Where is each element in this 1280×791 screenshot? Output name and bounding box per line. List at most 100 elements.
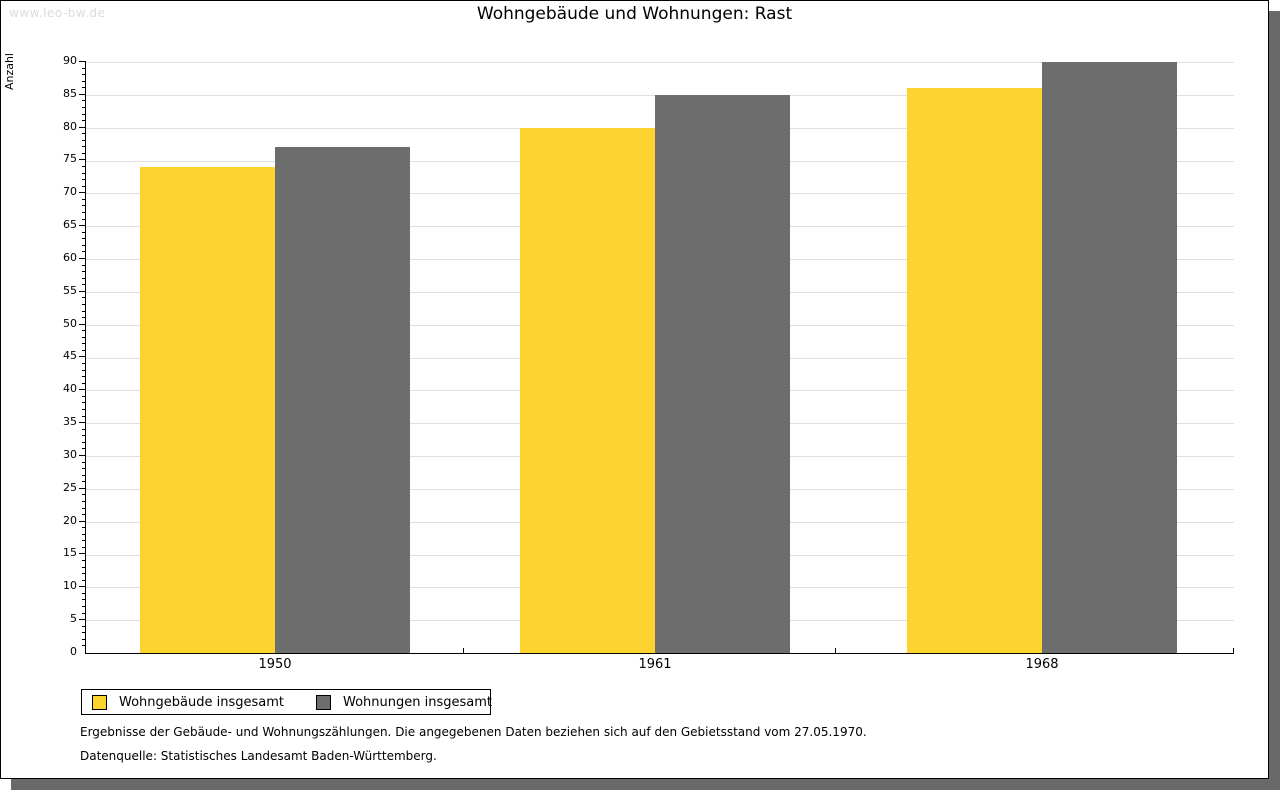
y-minor-tick [82, 429, 86, 430]
legend-label-wohnungen: Wohnungen insgesamt [343, 694, 492, 710]
y-minor-tick [82, 402, 86, 403]
bar-wohnungen [1042, 62, 1177, 653]
y-major-tick [79, 192, 86, 193]
y-minor-tick [82, 494, 86, 495]
y-major-tick [79, 159, 86, 160]
y-minor-tick [82, 284, 86, 285]
y-minor-tick [82, 219, 86, 220]
y-minor-tick [82, 534, 86, 535]
y-tick-label: 20 [63, 514, 77, 527]
y-minor-tick [82, 304, 86, 305]
y-minor-tick [82, 540, 86, 541]
y-minor-tick [82, 173, 86, 174]
y-major-tick [79, 521, 86, 522]
y-minor-tick [82, 508, 86, 509]
y-major-tick [79, 455, 86, 456]
y-minor-tick [82, 632, 86, 633]
y-tick-label: 30 [63, 448, 77, 461]
y-minor-tick [82, 265, 86, 266]
y-tick-label: 65 [63, 218, 77, 231]
gridline-h [86, 62, 1234, 63]
y-minor-tick [82, 87, 86, 88]
plot-area: 1950 1961 1968 0 5 10 15 20 25 30 35 40 45 50 55 60 65 70… [63, 54, 1234, 672]
y-minor-tick [82, 317, 86, 318]
y-tick-label: 80 [63, 120, 77, 133]
y-minor-tick [82, 81, 86, 82]
y-minor-tick [82, 350, 86, 351]
x-boundary-tick [1233, 648, 1234, 653]
x-tick-label: 1961 [638, 657, 672, 672]
x-tick-label: 1968 [1025, 657, 1059, 672]
y-major-tick [79, 94, 86, 95]
y-major-tick [79, 324, 86, 325]
y-major-tick [79, 389, 86, 390]
y-minor-tick [82, 238, 86, 239]
y-minor-tick [82, 179, 86, 180]
y-tick-label: 35 [63, 415, 77, 428]
y-major-tick [79, 422, 86, 423]
y-minor-tick [82, 376, 86, 377]
y-minor-tick [82, 343, 86, 344]
y-minor-tick [82, 599, 86, 600]
y-minor-tick [82, 383, 86, 384]
y-minor-tick [82, 199, 86, 200]
y-minor-tick [82, 416, 86, 417]
y-major-tick [79, 127, 86, 128]
legend-swatch-wohnungen [316, 694, 331, 710]
y-minor-tick [82, 311, 86, 312]
y-minor-tick [82, 613, 86, 614]
y-major-tick [79, 553, 86, 554]
y-minor-tick [82, 462, 86, 463]
y-tick-label: 0 [70, 645, 77, 658]
y-major-tick [79, 61, 86, 62]
y-tick-label: 5 [70, 612, 77, 625]
y-minor-tick [82, 245, 86, 246]
y-tick-label: 25 [63, 481, 77, 494]
y-minor-tick [82, 186, 86, 187]
y-tick-label: 55 [63, 284, 77, 297]
y-minor-tick [82, 580, 86, 581]
chart-frame: www.leo-bw.de Wohngebäude und Wohnungen:… [0, 0, 1269, 779]
y-minor-tick [82, 232, 86, 233]
y-minor-tick [82, 527, 86, 528]
y-tick-label: 45 [63, 349, 77, 362]
y-minor-tick [82, 133, 86, 134]
y-minor-tick [82, 107, 86, 108]
bar-wohnungen [275, 147, 410, 653]
y-minor-tick [82, 626, 86, 627]
y-minor-tick [82, 146, 86, 147]
y-minor-tick [82, 363, 86, 364]
y-minor-tick [82, 442, 86, 443]
y-major-tick [79, 291, 86, 292]
y-major-tick [79, 586, 86, 587]
bar-wohngebaeude [907, 88, 1042, 653]
y-major-tick [79, 619, 86, 620]
legend: Wohngebäude insgesamt Wohnungen insgesam… [81, 689, 492, 715]
y-minor-tick [82, 481, 86, 482]
x-boundary-tick [835, 648, 836, 653]
y-minor-tick [82, 212, 86, 213]
y-tick-label: 85 [63, 87, 77, 100]
y-minor-tick [82, 435, 86, 436]
y-minor-tick [82, 251, 86, 252]
y-minor-tick [82, 567, 86, 568]
y-tick-label: 50 [63, 317, 77, 330]
bar-wohnungen [655, 95, 790, 653]
y-minor-tick [82, 68, 86, 69]
y-minor-tick [82, 120, 86, 121]
y-tick-label: 90 [63, 54, 77, 67]
y-tick-label: 70 [63, 185, 77, 198]
y-minor-tick [82, 370, 86, 371]
y-tick-label: 60 [63, 251, 77, 264]
y-tick-label: 15 [63, 546, 77, 559]
y-minor-tick [82, 100, 86, 101]
y-minor-tick [82, 140, 86, 141]
y-minor-tick [82, 114, 86, 115]
footnote-line-2: Datenquelle: Statistisches Landesamt Bad… [80, 749, 437, 763]
legend-swatch-wohngebaeude [92, 694, 107, 710]
y-minor-tick [82, 409, 86, 410]
y-major-tick [79, 356, 86, 357]
x-boundary-tick [463, 648, 464, 653]
y-minor-tick [82, 645, 86, 646]
y-minor-tick [82, 271, 86, 272]
